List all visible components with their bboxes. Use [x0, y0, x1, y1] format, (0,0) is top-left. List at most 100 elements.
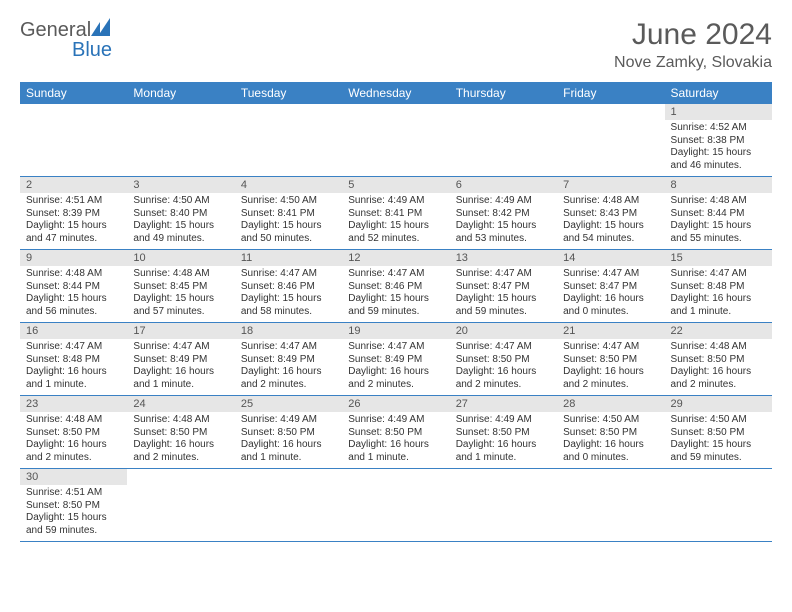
day-detail: Sunrise: 4:47 AMSunset: 8:50 PMDaylight:… — [450, 339, 557, 396]
day-number: 3 — [127, 177, 234, 194]
day-detail: Sunrise: 4:48 AMSunset: 8:44 PMDaylight:… — [665, 193, 772, 250]
day-detail: Sunrise: 4:52 AMSunset: 8:38 PMDaylight:… — [665, 120, 772, 177]
day-number: 15 — [665, 250, 772, 267]
sail-icon-2 — [98, 18, 110, 36]
daynum-row: 16171819202122 — [20, 323, 772, 340]
detail-row: Sunrise: 4:51 AMSunset: 8:39 PMDaylight:… — [20, 193, 772, 250]
daynum-row: 23242526272829 — [20, 396, 772, 413]
day-number — [235, 104, 342, 120]
day-detail: Sunrise: 4:49 AMSunset: 8:41 PMDaylight:… — [342, 193, 449, 250]
day-detail: Sunrise: 4:47 AMSunset: 8:46 PMDaylight:… — [342, 266, 449, 323]
day-detail: Sunrise: 4:49 AMSunset: 8:42 PMDaylight:… — [450, 193, 557, 250]
day-number — [450, 104, 557, 120]
day-number: 5 — [342, 177, 449, 194]
day-number — [342, 104, 449, 120]
dow-header: Tuesday — [235, 82, 342, 104]
detail-row: Sunrise: 4:52 AMSunset: 8:38 PMDaylight:… — [20, 120, 772, 177]
day-detail: Sunrise: 4:47 AMSunset: 8:50 PMDaylight:… — [557, 339, 664, 396]
day-number: 28 — [557, 396, 664, 413]
day-number: 29 — [665, 396, 772, 413]
dow-header: Friday — [557, 82, 664, 104]
location-label: Nove Zamky, Slovakia — [614, 54, 772, 72]
day-number: 24 — [127, 396, 234, 413]
day-detail — [342, 485, 449, 542]
day-number: 19 — [342, 323, 449, 340]
day-number: 20 — [450, 323, 557, 340]
day-detail: Sunrise: 4:47 AMSunset: 8:49 PMDaylight:… — [342, 339, 449, 396]
dow-header: Sunday — [20, 82, 127, 104]
dow-header: Thursday — [450, 82, 557, 104]
day-number: 30 — [20, 469, 127, 486]
day-number: 14 — [557, 250, 664, 267]
dow-header: Monday — [127, 82, 234, 104]
day-number: 25 — [235, 396, 342, 413]
day-detail — [127, 485, 234, 542]
day-number: 6 — [450, 177, 557, 194]
detail-row: Sunrise: 4:48 AMSunset: 8:50 PMDaylight:… — [20, 412, 772, 469]
day-detail: Sunrise: 4:50 AMSunset: 8:41 PMDaylight:… — [235, 193, 342, 250]
day-detail — [450, 485, 557, 542]
calendar-body: 1 Sunrise: 4:52 AMSunset: 8:38 PMDayligh… — [20, 104, 772, 542]
day-number: 9 — [20, 250, 127, 267]
day-number: 13 — [450, 250, 557, 267]
day-detail — [235, 120, 342, 177]
calendar-header: SundayMondayTuesdayWednesdayThursdayFrid… — [20, 82, 772, 104]
day-number: 11 — [235, 250, 342, 267]
detail-row: Sunrise: 4:51 AMSunset: 8:50 PMDaylight:… — [20, 485, 772, 542]
day-number: 23 — [20, 396, 127, 413]
day-detail: Sunrise: 4:49 AMSunset: 8:50 PMDaylight:… — [235, 412, 342, 469]
day-detail: Sunrise: 4:50 AMSunset: 8:40 PMDaylight:… — [127, 193, 234, 250]
daynum-row: 2345678 — [20, 177, 772, 194]
daynum-row: 1 — [20, 104, 772, 120]
day-number: 22 — [665, 323, 772, 340]
day-number: 12 — [342, 250, 449, 267]
day-number: 1 — [665, 104, 772, 120]
day-detail: Sunrise: 4:48 AMSunset: 8:50 PMDaylight:… — [665, 339, 772, 396]
day-detail: Sunrise: 4:47 AMSunset: 8:49 PMDaylight:… — [127, 339, 234, 396]
day-number: 18 — [235, 323, 342, 340]
day-detail: Sunrise: 4:47 AMSunset: 8:49 PMDaylight:… — [235, 339, 342, 396]
day-detail: Sunrise: 4:51 AMSunset: 8:50 PMDaylight:… — [20, 485, 127, 542]
day-detail: Sunrise: 4:49 AMSunset: 8:50 PMDaylight:… — [450, 412, 557, 469]
logo-word1: General — [20, 19, 91, 41]
day-detail — [235, 485, 342, 542]
day-number: 7 — [557, 177, 664, 194]
day-number — [342, 469, 449, 486]
day-detail: Sunrise: 4:48 AMSunset: 8:45 PMDaylight:… — [127, 266, 234, 323]
day-number: 4 — [235, 177, 342, 194]
day-detail: Sunrise: 4:47 AMSunset: 8:47 PMDaylight:… — [557, 266, 664, 323]
day-number: 8 — [665, 177, 772, 194]
day-detail: Sunrise: 4:47 AMSunset: 8:46 PMDaylight:… — [235, 266, 342, 323]
logo: General Blue — [20, 18, 112, 60]
day-detail — [557, 485, 664, 542]
day-number — [20, 104, 127, 120]
day-number — [127, 469, 234, 486]
day-detail — [20, 120, 127, 177]
day-number — [557, 469, 664, 486]
day-detail: Sunrise: 4:50 AMSunset: 8:50 PMDaylight:… — [557, 412, 664, 469]
detail-row: Sunrise: 4:48 AMSunset: 8:44 PMDaylight:… — [20, 266, 772, 323]
day-detail: Sunrise: 4:48 AMSunset: 8:43 PMDaylight:… — [557, 193, 664, 250]
day-detail: Sunrise: 4:48 AMSunset: 8:50 PMDaylight:… — [20, 412, 127, 469]
day-number: 16 — [20, 323, 127, 340]
day-number: 21 — [557, 323, 664, 340]
day-number — [665, 469, 772, 486]
header: General Blue June 2024 Nove Zamky, Slova… — [20, 18, 772, 72]
day-detail: Sunrise: 4:49 AMSunset: 8:50 PMDaylight:… — [342, 412, 449, 469]
day-detail — [665, 485, 772, 542]
day-detail: Sunrise: 4:50 AMSunset: 8:50 PMDaylight:… — [665, 412, 772, 469]
calendar-table: SundayMondayTuesdayWednesdayThursdayFrid… — [20, 82, 772, 542]
detail-row: Sunrise: 4:47 AMSunset: 8:48 PMDaylight:… — [20, 339, 772, 396]
day-detail: Sunrise: 4:48 AMSunset: 8:44 PMDaylight:… — [20, 266, 127, 323]
page-title: June 2024 — [614, 18, 772, 52]
day-detail: Sunrise: 4:47 AMSunset: 8:47 PMDaylight:… — [450, 266, 557, 323]
day-detail: Sunrise: 4:48 AMSunset: 8:50 PMDaylight:… — [127, 412, 234, 469]
day-detail: Sunrise: 4:47 AMSunset: 8:48 PMDaylight:… — [665, 266, 772, 323]
title-block: June 2024 Nove Zamky, Slovakia — [614, 18, 772, 72]
logo-word2: Blue — [72, 39, 112, 61]
day-detail — [342, 120, 449, 177]
dow-header: Saturday — [665, 82, 772, 104]
day-number: 26 — [342, 396, 449, 413]
day-number: 27 — [450, 396, 557, 413]
day-number — [235, 469, 342, 486]
